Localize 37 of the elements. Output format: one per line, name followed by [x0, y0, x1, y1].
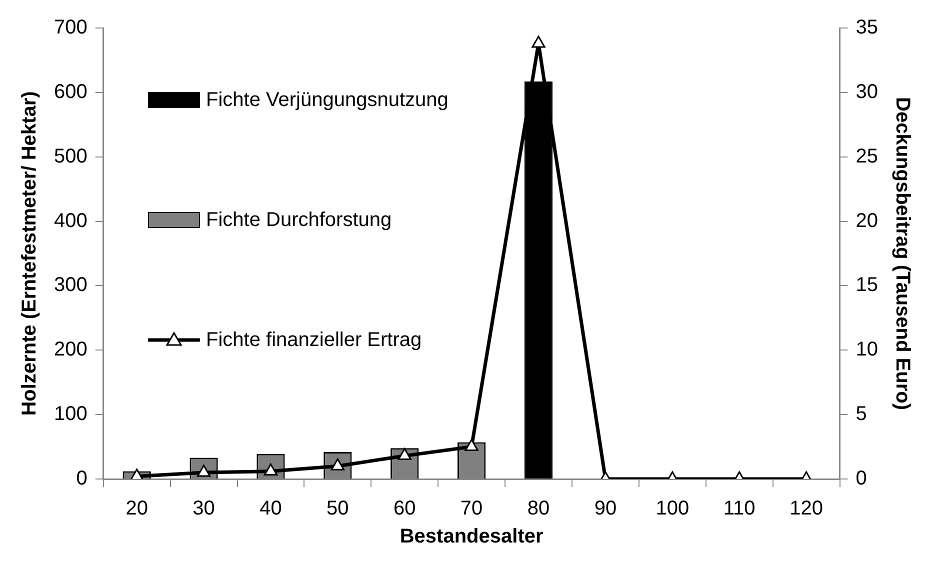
y-tick-label: 500	[54, 145, 88, 168]
point	[398, 448, 412, 460]
y-tick-label: 600	[54, 80, 88, 103]
x-tick-label: 90	[594, 498, 617, 520]
y2-tick-label: 0	[856, 468, 867, 490]
x-tick-label: 60	[393, 498, 416, 520]
x-tick-label: 30	[192, 498, 215, 520]
point	[532, 36, 546, 48]
point	[464, 439, 478, 452]
x-tick-label: 40	[260, 498, 282, 520]
y-tick-label: 300	[54, 274, 88, 296]
y2-tick-label: 5	[856, 403, 867, 426]
x-tick-label: 80	[527, 498, 550, 520]
y-axis-title: Holzernte (Erntefestmeter/ Hektar)	[18, 91, 41, 416]
y-tick-label: 200	[54, 338, 88, 361]
legend-label: Fichte Durchforstung	[206, 208, 392, 232]
x-axis-title: Bestandesalter	[400, 526, 544, 548]
y2-tick-label: 35	[856, 16, 878, 39]
y-tick-label: 400	[54, 210, 88, 232]
x-tick-label: 110	[723, 498, 756, 520]
y-tick-label: 700	[54, 16, 88, 39]
x-tick-label: 120	[790, 498, 823, 520]
y-tick-label: 0	[76, 468, 88, 490]
x-tick-label: 50	[326, 498, 349, 520]
y2-tick-label: 25	[856, 145, 878, 168]
x-tick-label: 70	[460, 498, 483, 520]
y2-tick-label: 15	[856, 274, 878, 296]
y2-tick-label: 30	[856, 80, 878, 103]
legend-label: Fichte Verjüngungsnutzung	[206, 88, 448, 112]
y2-tick-label: 10	[856, 338, 878, 361]
y2-axis-title: Deckungsbeitrag (Tausend Euro)	[891, 96, 914, 410]
y2-tick-label: 20	[856, 210, 878, 232]
legend-label: Fichte finanzieller Ertrag	[206, 328, 422, 352]
y-tick-label: 100	[54, 403, 88, 426]
point	[130, 468, 144, 479]
x-tick-label: 20	[126, 498, 148, 520]
x-tick-label: 100	[656, 498, 690, 520]
